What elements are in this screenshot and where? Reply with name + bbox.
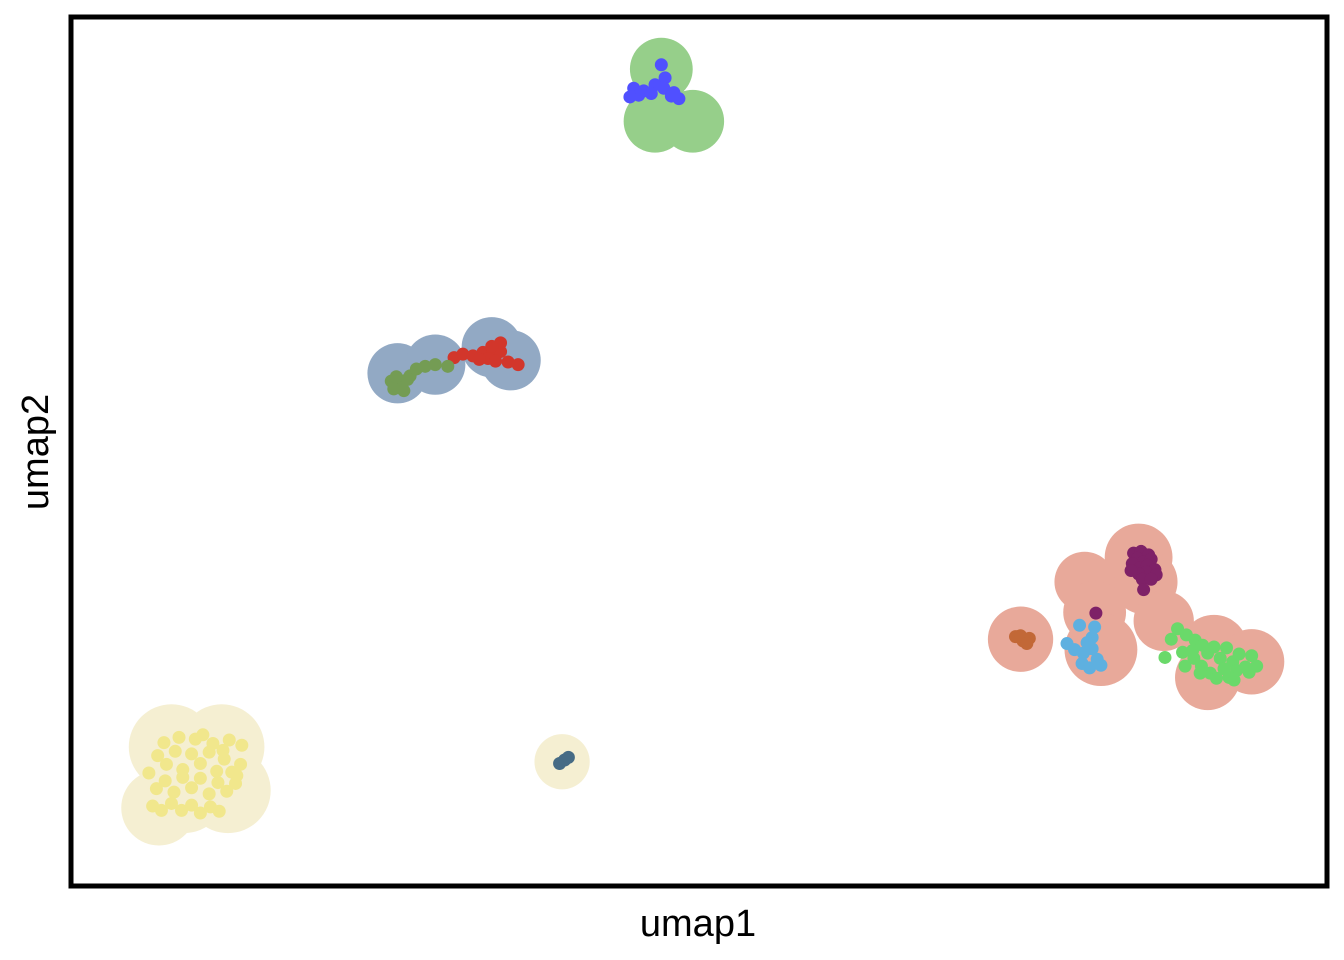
data-point [1178,659,1192,673]
data-point [157,736,171,750]
data-point [1158,650,1172,664]
data-point [1060,637,1074,651]
data-point [149,782,163,796]
data-point [644,86,658,100]
data-point [193,806,207,820]
data-point [456,347,470,361]
data-point [1073,618,1087,632]
plot-frame [68,14,1330,889]
plot-background [71,17,1327,886]
data-point [159,757,173,771]
data-point [1245,649,1259,663]
data-point [501,355,515,369]
data-point [142,766,156,780]
data-point [1220,641,1234,655]
x-axis-label: umap1 [640,903,756,945]
cluster-halo-top [661,89,725,153]
data-point [212,804,226,818]
data-point [1083,661,1097,675]
data-point [1020,637,1034,651]
data-point [235,738,249,752]
data-point [210,764,224,778]
data-point [428,358,442,372]
data-point [185,781,199,795]
data-point [206,736,220,750]
data-point [1187,651,1201,665]
data-point [397,384,411,398]
data-point [216,743,230,757]
data-point [164,796,178,810]
data-point [175,803,189,817]
data-point [623,90,637,104]
data-point [1088,620,1102,634]
data-point [1089,606,1103,620]
data-point [485,339,499,353]
data-point [151,749,165,763]
data-point [472,352,486,366]
data-point [1193,666,1207,680]
data-point [196,728,210,742]
data-point [1176,645,1190,659]
data-point [1209,671,1223,685]
data-point [1207,640,1221,654]
data-points [142,58,1264,820]
data-point [387,382,401,396]
data-point [211,776,225,790]
data-point [168,744,182,758]
data-point [1227,673,1241,687]
data-point [193,756,207,770]
data-point [230,769,244,783]
data-point [202,787,216,801]
data-point [158,774,172,788]
data-point [654,58,668,72]
data-point [172,730,186,744]
data-point [222,733,236,747]
cluster-halo-right [1133,590,1194,652]
data-point [167,785,181,799]
data-point [511,358,525,372]
data-point [418,359,432,373]
data-point [185,747,199,761]
data-point [176,770,190,784]
data-point [185,798,199,812]
data-point [401,372,415,386]
data-point [220,784,234,798]
data-point [1232,647,1246,661]
data-point [489,354,503,368]
data-point [154,803,168,817]
data-point [1213,651,1227,665]
data-point [1094,658,1108,672]
data-point [389,370,403,384]
data-point [234,757,248,771]
data-point [658,71,672,85]
data-point [1080,636,1094,650]
data-point [561,750,575,764]
data-point [1164,632,1178,646]
data-point [1242,665,1256,679]
data-point [664,89,678,103]
data-point [193,771,207,785]
data-point [1124,564,1138,578]
y-axis-label: umap2 [15,394,57,510]
data-point [1137,583,1151,597]
data-point [441,359,455,373]
data-point [1144,572,1158,586]
